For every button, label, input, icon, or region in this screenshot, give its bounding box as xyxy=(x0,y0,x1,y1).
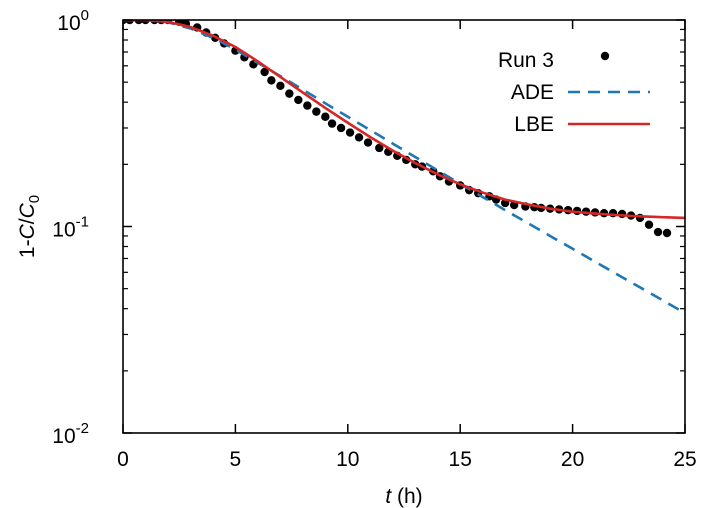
x-axis-label-var: t xyxy=(385,485,392,508)
y-axis-label-prefix: 1- xyxy=(16,239,39,258)
x-axis-label-unit: (h) xyxy=(391,485,423,508)
plot-frame xyxy=(122,19,686,434)
series-lbe-line xyxy=(123,20,685,220)
data-point xyxy=(327,119,337,128)
y-axis-label-slash: / xyxy=(16,218,39,224)
legend-marker-run-3 xyxy=(600,51,610,61)
data-point xyxy=(267,76,276,85)
y-tick-label: 10-2 xyxy=(52,420,89,448)
y-axis-label-sub: 0 xyxy=(26,195,43,203)
legend-label: ADE xyxy=(511,81,554,104)
y-axis-label-var2: C xyxy=(16,202,39,218)
y-tick-label-exponent: -2 xyxy=(76,420,89,437)
data-point xyxy=(321,112,330,121)
x-tick-label: 5 xyxy=(230,448,242,471)
data-point xyxy=(375,143,384,153)
y-axis-label: 1-C/C0 xyxy=(16,195,43,258)
y-tick-label-base: 10 xyxy=(57,12,80,35)
data-point xyxy=(345,128,355,137)
data-point xyxy=(312,107,321,116)
x-tick-label: 10 xyxy=(336,448,359,471)
data-point xyxy=(303,101,312,110)
data-point xyxy=(260,67,269,77)
x-tick-label: 0 xyxy=(117,448,129,471)
y-tick-label: 100 xyxy=(57,7,89,35)
y-tick-label: 10-1 xyxy=(52,214,89,242)
series-ade-line xyxy=(123,20,685,315)
series-run-3-points xyxy=(123,20,672,238)
y-tick-label-base: 10 xyxy=(52,425,75,448)
x-tick-label: 25 xyxy=(673,448,696,471)
data-point xyxy=(354,133,364,142)
legend-label: LBE xyxy=(514,113,554,136)
data-point xyxy=(294,95,303,105)
y-axis-label-var1: C xyxy=(16,223,39,239)
x-tick-label: 15 xyxy=(449,448,472,471)
x-tick-label: 20 xyxy=(561,448,584,471)
data-point xyxy=(653,227,663,237)
data-point xyxy=(662,228,672,238)
y-tick-label-exponent: 0 xyxy=(81,7,89,24)
y-tick-label-exponent: -1 xyxy=(76,214,89,231)
legend: Run 3 ADE LBE xyxy=(498,49,650,136)
data-point xyxy=(644,220,654,229)
y-tick-label-base: 10 xyxy=(52,219,75,242)
data-point xyxy=(363,138,373,147)
series-layer xyxy=(123,20,685,315)
x-axis-label: t (h) xyxy=(385,485,422,508)
data-point xyxy=(336,123,346,133)
legend-label: Run 3 xyxy=(498,49,554,72)
data-point xyxy=(276,81,285,91)
data-point xyxy=(285,89,294,98)
